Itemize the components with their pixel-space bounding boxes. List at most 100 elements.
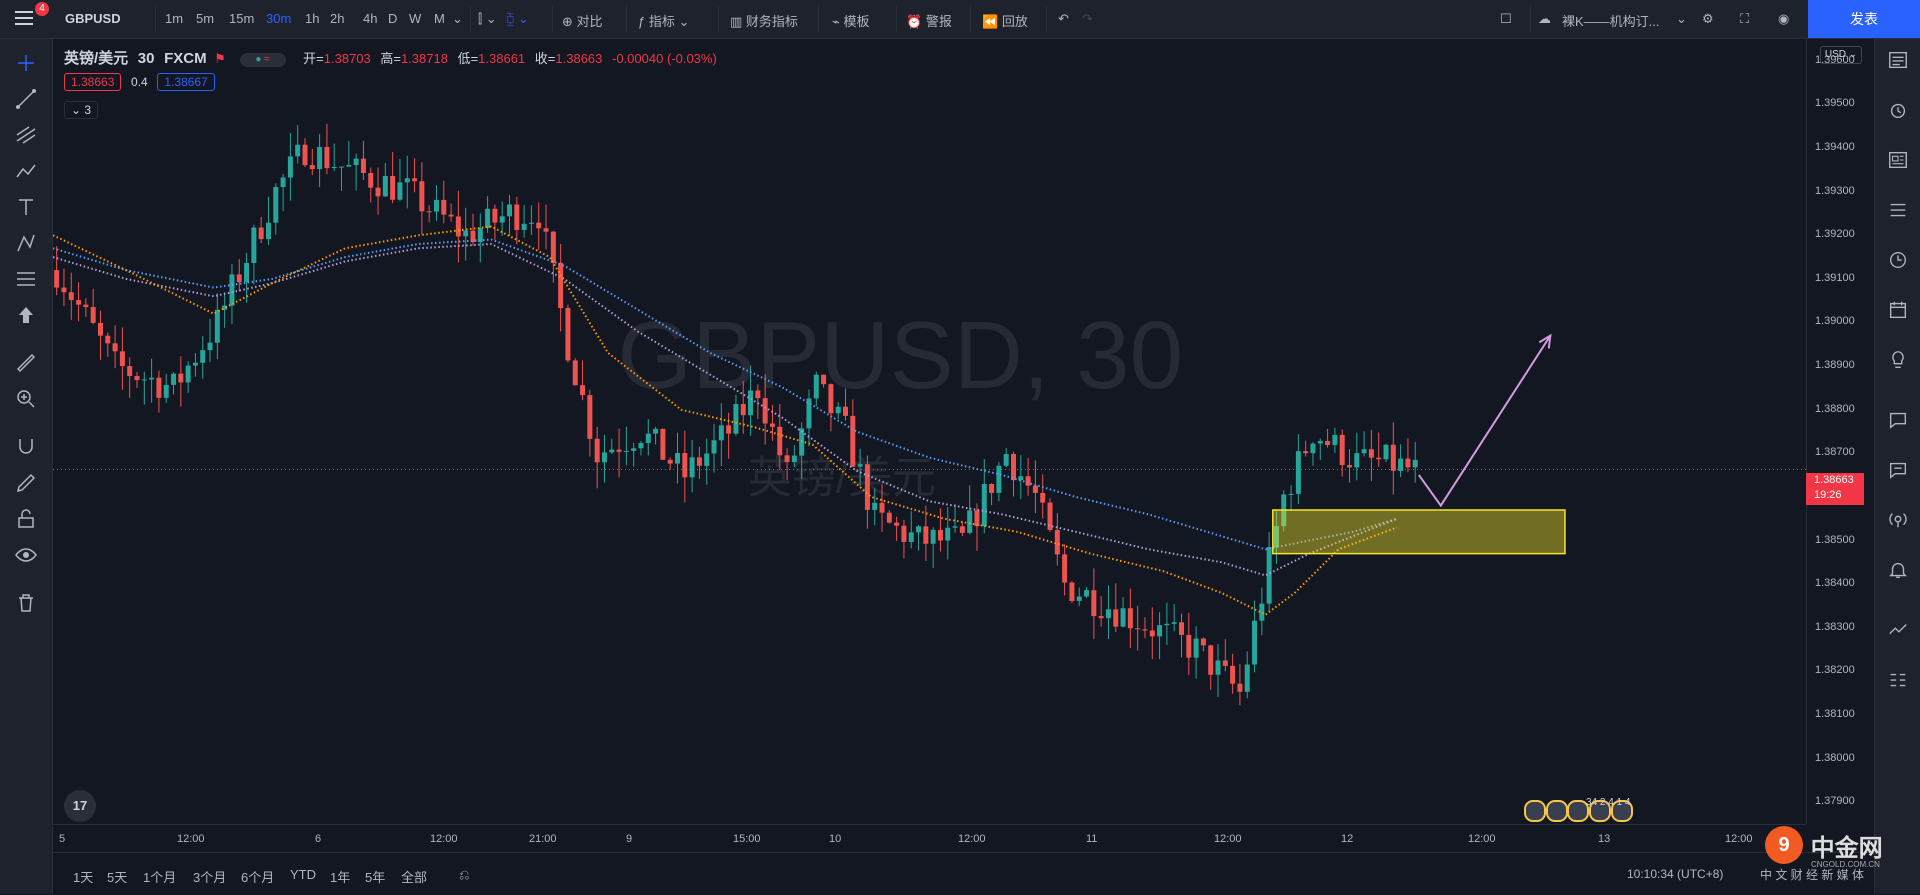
time-tick: 12:00 — [1214, 833, 1242, 845]
arrow-up-icon[interactable] — [14, 303, 38, 327]
layout-name[interactable]: 裸K——机构订... — [1562, 14, 1660, 29]
templates-button[interactable]: ⌁ 模板 — [832, 14, 870, 29]
interval-1h[interactable]: 1h — [305, 11, 320, 26]
measure-lines-icon[interactable] — [14, 267, 38, 291]
time-tick: 12:00 — [177, 833, 205, 845]
settings-icon[interactable]: ⚙ — [1702, 11, 1714, 26]
draw-mode-icon[interactable] — [14, 471, 38, 495]
pattern-icon[interactable] — [14, 159, 38, 183]
replay-button[interactable]: ⏪ 回放 — [982, 14, 1028, 29]
interval-D[interactable]: D — [388, 11, 398, 26]
indicators-toggle[interactable]: ⌄ 3 — [64, 101, 99, 119]
candle-body — [1237, 683, 1243, 692]
economic-events[interactable]: 34 2 4 1 4 — [1524, 797, 1633, 822]
trend-line-icon[interactable] — [14, 87, 38, 111]
bottom-toolbar: 1天 5天 1个月 3个月 6个月 YTD 1年 5年 全部 ⎌ 10:10:34 (UTC+8… — [53, 852, 1874, 895]
candle-body — [989, 484, 995, 493]
interval-1m[interactable]: 1m — [165, 11, 184, 26]
range-7[interactable]: 5年 — [365, 870, 386, 885]
data-window-icon[interactable] — [1887, 199, 1909, 221]
range-6[interactable]: 1年 — [330, 870, 351, 885]
time-axis[interactable]: 5 12:00 6 12:00 21:00 9 15:00 10 12:00 11 12:00 12 1… — [53, 824, 1806, 853]
menu-icon[interactable] — [10, 8, 44, 30]
currency-selector[interactable]: USD ⌄ — [1820, 46, 1862, 64]
candle-body — [485, 208, 491, 229]
clock[interactable]: 10:10:34 (UTC+8) — [1627, 867, 1724, 881]
interval-5m[interactable]: 5m — [196, 11, 215, 26]
candle-icon[interactable]: ⧮ ⌄ — [506, 11, 529, 26]
range-8[interactable]: 全部 — [401, 870, 428, 885]
range-2[interactable]: 1个月 — [143, 870, 177, 885]
close-value: 1.38663 — [555, 51, 603, 66]
currency-label: USD — [1824, 49, 1846, 60]
chat-icon[interactable] — [1887, 409, 1909, 431]
interval-dropdown-icon[interactable]: ⌄ — [452, 11, 463, 26]
calendar-icon[interactable] — [1887, 299, 1909, 321]
alert-button[interactable]: ⏰ 警报 — [906, 14, 952, 29]
notifications-icon[interactable] — [1887, 559, 1909, 581]
text-icon[interactable] — [14, 195, 38, 219]
projection-icon[interactable] — [14, 231, 38, 255]
events-count: 34 2 4 1 4 — [1586, 797, 1631, 808]
compare-button[interactable]: ⊕ 对比 — [562, 14, 603, 29]
sell-price-button[interactable]: 1.38663 — [64, 73, 122, 91]
price-tick: 1.38700 — [1815, 446, 1855, 459]
change-value: -0.00040 (-0.03%) — [612, 51, 717, 66]
messages-icon[interactable] — [1887, 459, 1909, 481]
crosshair-icon[interactable] — [14, 51, 38, 75]
candle-body — [265, 222, 271, 240]
eye-icon[interactable] — [14, 543, 38, 567]
trading-panel-icon[interactable] — [1887, 619, 1909, 641]
interval-W[interactable]: W — [409, 11, 422, 26]
publish-button[interactable]: 发表 — [1808, 0, 1920, 38]
zoom-icon[interactable] — [14, 387, 38, 411]
indicators-button[interactable]: ƒ 指标 ⌄ — [638, 14, 690, 29]
us-flag-icon[interactable] — [1567, 800, 1590, 822]
range-1[interactable]: 5天 — [107, 870, 128, 885]
fullscreen-icon[interactable]: ⛶ — [1740, 11, 1750, 26]
interval-30m[interactable]: 30m — [266, 11, 292, 26]
interval-4h[interactable]: 4h — [363, 11, 378, 26]
interval-M[interactable]: M — [434, 11, 445, 26]
tradingview-logo[interactable]: 17 — [64, 790, 96, 822]
ideas-icon[interactable] — [1887, 349, 1909, 371]
us-flag-icon[interactable] — [1545, 800, 1568, 822]
interval-2h[interactable]: 2h — [330, 11, 345, 26]
clock-icon[interactable] — [1887, 249, 1909, 271]
symbol-search[interactable]: GBPUSD — [65, 11, 121, 26]
snapshot-icon[interactable]: ◉ — [1778, 11, 1790, 26]
goto-date-icon[interactable]: ⎌ — [459, 867, 470, 882]
fib-icon[interactable] — [14, 123, 38, 147]
candle-body — [1252, 620, 1258, 665]
price-tick: 1.39100 — [1815, 271, 1855, 284]
buy-price-button[interactable]: 1.38667 — [157, 73, 215, 91]
ruler-icon[interactable] — [14, 351, 38, 375]
uk-flag-icon[interactable] — [1524, 800, 1546, 822]
bar-style-icon[interactable]: ⫿ ⌄ — [478, 11, 497, 26]
redo-icon[interactable]: ↷ — [1082, 11, 1093, 26]
magnet-icon[interactable] — [14, 435, 38, 459]
financials-button[interactable]: ▥ 财务指标 — [730, 14, 798, 29]
candle-body — [1010, 453, 1016, 481]
watchlist-icon[interactable] — [1887, 49, 1909, 71]
layout-dropdown-icon[interactable]: ⌄ — [1676, 11, 1687, 26]
broadcast-icon[interactable] — [1887, 509, 1909, 531]
price-axis[interactable]: 1.39600 1.39500 1.39400 1.39300 1.39200 1.391… — [1806, 39, 1875, 824]
trash-icon[interactable] — [14, 591, 38, 615]
lock-icon[interactable] — [14, 507, 38, 531]
dom-icon[interactable] — [1887, 669, 1909, 691]
price-tick: 1.38100 — [1815, 707, 1855, 720]
news-icon[interactable] — [1887, 149, 1909, 171]
alarm-icon[interactable] — [1887, 99, 1909, 121]
range-5[interactable]: YTD — [290, 867, 316, 882]
candle-body — [857, 464, 863, 467]
layout-icon[interactable]: ☐ — [1500, 11, 1512, 26]
price-chart[interactable]: GBPUSD, 30 英镑/美元 — [53, 39, 1806, 824]
interval-15m[interactable]: 15m — [229, 11, 255, 26]
candle-body — [945, 527, 951, 541]
us-flag-icon[interactable] — [1610, 800, 1633, 822]
undo-icon[interactable]: ↶ — [1058, 11, 1069, 26]
range-4[interactable]: 6个月 — [241, 870, 275, 885]
range-3[interactable]: 3个月 — [193, 870, 227, 885]
range-0[interactable]: 1天 — [73, 870, 94, 885]
